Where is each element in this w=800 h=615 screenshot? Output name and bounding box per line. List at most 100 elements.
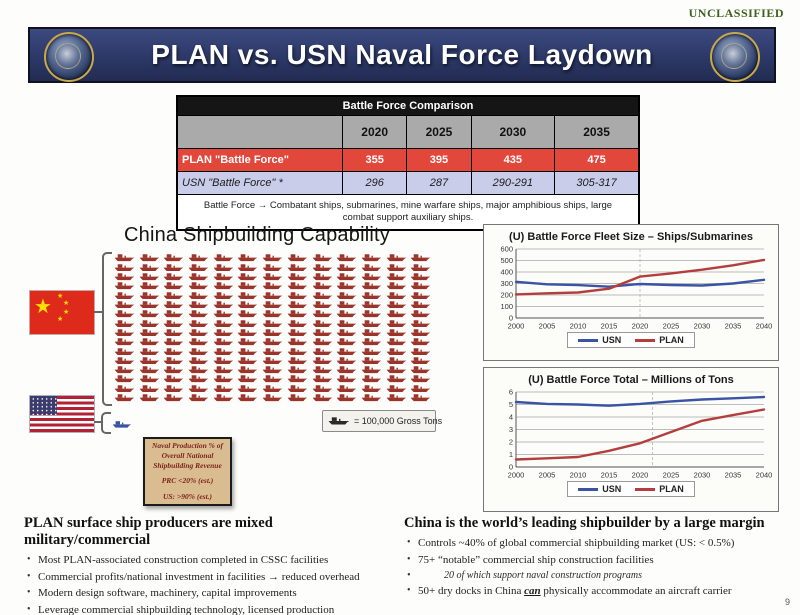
year-header: 2020 [341,115,408,149]
svg-text:2025: 2025 [663,471,680,480]
legend-entry: PLAN [635,335,684,345]
legend-swatch-icon [635,487,656,491]
bullet-text: physically accommodate an aircraft carri… [540,585,732,597]
svg-text:500: 500 [500,256,513,265]
svg-text:2020: 2020 [632,471,649,480]
bullet-list: Most PLAN-associated construction comple… [24,552,396,615]
cell-value: 305-317 [554,171,640,195]
us-flag-canton [30,396,57,416]
svg-text:2020: 2020 [632,322,649,331]
svg-text:2005: 2005 [539,471,556,480]
svg-text:6: 6 [509,388,513,397]
chart-legend: USN PLAN [484,481,778,497]
bullet-item: Leverage commercial shipbuilding technol… [24,602,396,615]
flag-star-icon: ★ [34,296,52,318]
bottom-right-section: China is the world’s leading shipbuilder… [404,515,790,600]
bullet-item: Controls ~40% of global commercial shipb… [404,535,790,552]
oni-seal-right-icon [710,32,760,82]
us-bracket [101,412,111,434]
china-flag-icon: ★ ★ ★ ★ ★ [30,291,94,334]
table-footnote: Battle Force → Combatant ships, submarin… [176,194,640,231]
note-us: US: >90% (est.) [162,492,213,502]
table-row-usn: USN "Battle Force" * 296 287 290-291 305… [176,171,640,195]
cell-value: 475 [554,148,640,172]
svg-text:4: 4 [509,413,513,422]
legend-label: USN [602,484,622,494]
naval-production-note: Naval Production % of Overall National S… [143,437,232,506]
note-line: Shipbuilding Revenue [153,460,222,470]
svg-text:2030: 2030 [694,322,711,331]
svg-text:2035: 2035 [725,322,742,331]
svg-text:2035: 2035 [725,471,742,480]
note-line: Overall National [161,450,214,460]
flag-star-icon: ★ [57,316,64,323]
cell-value: 355 [341,148,408,172]
chart-title: (U) Battle Force Fleet Size – Ships/Subm… [509,231,753,243]
legend-swatch-icon [635,338,656,342]
row-label: PLAN "Battle Force" [176,148,343,172]
svg-text:2040: 2040 [756,322,773,331]
bullet-item: Commercial profits/national investment i… [24,569,396,586]
legend-swatch-icon [578,338,599,342]
svg-text:200: 200 [500,291,513,300]
svg-text:2005: 2005 [539,322,556,331]
title-banner: PLAN vs. USN Naval Force Laydown [28,27,776,83]
cell-value: 296 [341,171,408,195]
note-prc: PRC <20% (est.) [161,476,214,486]
year-header: 2030 [470,115,556,149]
china-bracket [102,252,112,406]
year-header: 2035 [554,115,640,149]
svg-text:2010: 2010 [570,471,587,480]
bullet-emphasis: can [524,585,541,597]
svg-text:100: 100 [500,302,513,311]
table-row-plan: PLAN "Battle Force" 355 395 435 475 [176,148,640,172]
svg-text:2040: 2040 [756,471,773,480]
legend-label: PLAN [659,484,684,494]
bullet-text: 50+ dry docks in China [418,585,525,597]
chart-title: (U) Battle Force Total – Millions of Ton… [528,374,734,386]
svg-text:600: 600 [500,245,513,254]
pictogram-title: China Shipbuilding Capability [124,224,390,246]
legend-swatch-icon [578,487,599,491]
bullet-item: Modern design software, machinery, capit… [24,585,396,602]
svg-text:2000: 2000 [508,322,525,331]
oni-seal-left-icon [44,32,94,82]
svg-text:0: 0 [509,463,513,472]
svg-text:0: 0 [509,314,513,323]
us-flag-icon [30,396,94,432]
legend-entry: USN [578,335,621,345]
legend-entry: USN [578,484,621,494]
svg-text:400: 400 [500,268,513,277]
flag-star-icon: ★ [57,293,64,300]
tonnage-chart: (U) Battle Force Total – Millions of Ton… [483,367,779,512]
china-ship-grid [113,253,434,402]
cell-value: 290-291 [470,171,556,195]
bottom-left-section: PLAN surface ship producers are mixed mi… [24,515,396,615]
svg-text:2010: 2010 [570,322,587,331]
svg-text:1: 1 [509,450,513,459]
section-heading: China is the world’s leading shipbuilder… [404,515,765,531]
legend-label: PLAN [659,335,684,345]
svg-text:2015: 2015 [601,322,618,331]
year-header: 2025 [406,115,472,149]
svg-text:2000: 2000 [508,471,525,480]
gross-tons-label: = 100,000 Gross Tons [354,416,443,426]
china-flag-connector [94,311,103,313]
legend-label: USN [602,335,622,345]
svg-text:2015: 2015 [601,471,618,480]
bullet-item: 75+ “notable” commercial ship constructi… [404,552,790,569]
table-header-row: 2020 2025 2030 2035 [176,115,640,149]
table-corner-cell [176,115,343,149]
battle-force-table: Battle Force Comparison 2020 2025 2030 2… [176,95,640,231]
tonnage-plot: 0 1 2 3 4 5 6 2000 2005 2010 2015 2020 2025 2030 2035 2… [508,388,773,480]
us-ship-icon [112,415,132,433]
bullet-list: Controls ~40% of global commercial shipb… [404,535,790,600]
legend-entry: PLAN [635,484,684,494]
bullet-item: 50+ dry docks in China can physically ac… [404,583,790,600]
svg-text:5: 5 [509,400,513,409]
bullet-item: Most PLAN-associated construction comple… [24,552,396,569]
section-heading: PLAN surface ship producers are mixed mi… [24,515,273,548]
fleet-size-chart: (U) Battle Force Fleet Size – Ships/Subm… [483,224,779,361]
sub-bullet-item: 20 of which support naval construction p… [404,568,790,583]
